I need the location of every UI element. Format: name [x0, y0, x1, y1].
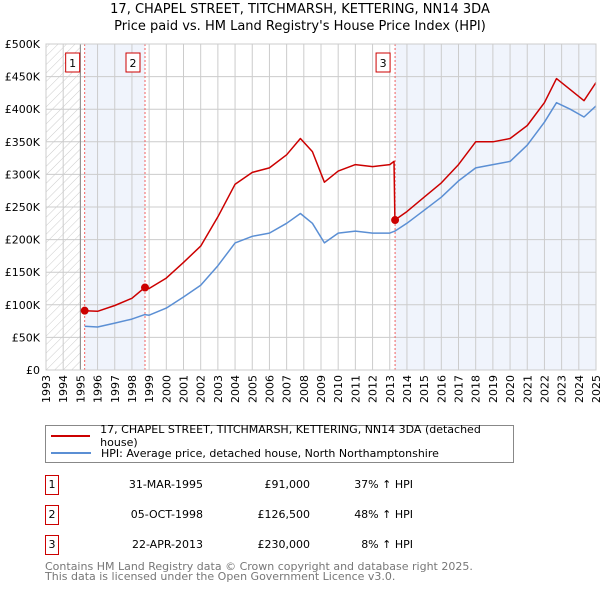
legend-swatch-blue: [51, 452, 91, 454]
x-tick-label: 2025: [590, 375, 600, 403]
x-tick-label: 2021: [521, 375, 534, 403]
x-tick-label: 2019: [487, 375, 500, 403]
y-tick-label: £50K: [12, 331, 41, 344]
sale-row: 3 22-APR-2013 £230,000 8% ↑ HPI: [45, 535, 465, 555]
price-chart: 1993 1994 1995 1996 1997 1998 1999 2000 2001 2002…: [5, 38, 600, 403]
x-tick-label: 1996: [92, 375, 105, 403]
sale-hpi: 8% ↑ HPI: [361, 538, 413, 551]
legend-item-property: 17, CHAPEL STREET, TITCHMARSH, KETTERING…: [51, 423, 513, 449]
plot-border: [45, 43, 597, 371]
y-tick-label: £450K: [5, 71, 41, 84]
legend-label: 17, CHAPEL STREET, TITCHMARSH, KETTERING…: [100, 423, 481, 449]
sale-label-box: [375, 52, 391, 73]
sale-point: [80, 306, 89, 315]
x-tick-label: 2006: [263, 375, 276, 403]
x-tick-label: 1994: [57, 375, 70, 403]
sale-hpi: 48% ↑ HPI: [354, 508, 413, 521]
x-tick-label: 1993: [40, 375, 53, 403]
x-tick-label: 2005: [246, 375, 259, 403]
x-tick-label: 1997: [109, 375, 122, 403]
x-tick-label: 2013: [384, 375, 397, 403]
sale-row: 2 05-OCT-1998 £126,500 48% ↑ HPI: [45, 505, 465, 525]
sale-date: 22-APR-2013: [131, 538, 203, 551]
x-tick-label: 2016: [435, 375, 448, 403]
x-tick-label: 1999: [143, 375, 156, 403]
sale-label-box: [125, 52, 141, 73]
footer-licence: This data is licensed under the Open Gov…: [45, 570, 396, 583]
y-tick-label: £400K: [5, 103, 41, 116]
x-tick-label: 2017: [453, 375, 466, 403]
x-tick-label: 1995: [74, 375, 87, 403]
chart-title: 17, CHAPEL STREET, TITCHMARSH, KETTERING…: [110, 2, 490, 17]
sale-marker-label: 2: [45, 505, 59, 525]
x-tick-label: 2011: [349, 375, 362, 403]
x-tick-label: 2024: [573, 375, 586, 403]
footer-copyright: Contains HM Land Registry data © Crown c…: [45, 560, 473, 573]
x-tick-label: 2001: [178, 375, 191, 403]
y-tick-label: £100K: [5, 299, 41, 312]
x-tick-label: 2012: [367, 375, 380, 403]
sale-point: [391, 216, 400, 225]
x-tick-label: 2003: [212, 375, 225, 403]
y-tick-label: £300K: [5, 168, 41, 181]
chart-subtitle: Price paid vs. HM Land Registry's House …: [114, 19, 486, 34]
x-tick-label: 2000: [160, 375, 173, 403]
x-tick-label: 2009: [315, 375, 328, 403]
hpi-line: [84, 101, 597, 328]
y-tick-label: £350K: [5, 136, 41, 149]
y-tick-label: £500K: [5, 38, 41, 51]
x-tick-label: 2002: [195, 375, 208, 403]
x-tick-label: 2020: [504, 375, 517, 403]
sale-price: £230,000: [257, 538, 311, 551]
sale-date: 05-OCT-1998: [130, 508, 203, 521]
y-tick-label: £150K: [5, 266, 41, 279]
sale-marker-label: 3: [45, 535, 59, 555]
legend-item-hpi: HPI: Average price, detached house, Nort…: [51, 445, 439, 461]
legend-swatch-red: [51, 435, 91, 437]
sale-label-text: 2: [130, 57, 137, 70]
x-tick-label: 2022: [538, 375, 551, 403]
x-tick-label: 2014: [401, 375, 414, 403]
sale-price: £126,500: [257, 508, 311, 521]
sale-label-box: [65, 52, 81, 73]
sale-price: £91,000: [264, 478, 311, 491]
x-tick-label: 2010: [332, 375, 345, 403]
sale-hpi: 37% ↑ HPI: [354, 478, 413, 491]
x-tick-label: 2015: [418, 375, 431, 403]
sale-point: [141, 283, 149, 292]
legend: 17, CHAPEL STREET, TITCHMARSH, KETTERING…: [45, 423, 514, 463]
sale-marker-label: 1: [45, 475, 59, 495]
x-tick-label: 2023: [556, 375, 569, 403]
x-tick-label: 2008: [298, 375, 311, 403]
y-tick-label: £200K: [5, 234, 41, 247]
price-paid-line: [84, 77, 597, 313]
x-tick-label: 2004: [229, 375, 242, 403]
legend-label: HPI: Average price, detached house, Nort…: [101, 446, 439, 460]
x-tick-label: 1998: [126, 375, 139, 403]
sale-date: 31-MAR-1995: [128, 478, 203, 491]
y-tick-label: £250K: [5, 201, 41, 214]
sale-row: 1 31-MAR-1995 £91,000 37% ↑ HPI: [45, 475, 465, 495]
sale-label-text: 3: [380, 57, 387, 70]
y-tick-label: £0: [26, 364, 40, 377]
x-tick-label: 2007: [281, 375, 294, 403]
sale-label-text: 1: [69, 57, 76, 70]
x-tick-label: 2018: [470, 375, 483, 403]
